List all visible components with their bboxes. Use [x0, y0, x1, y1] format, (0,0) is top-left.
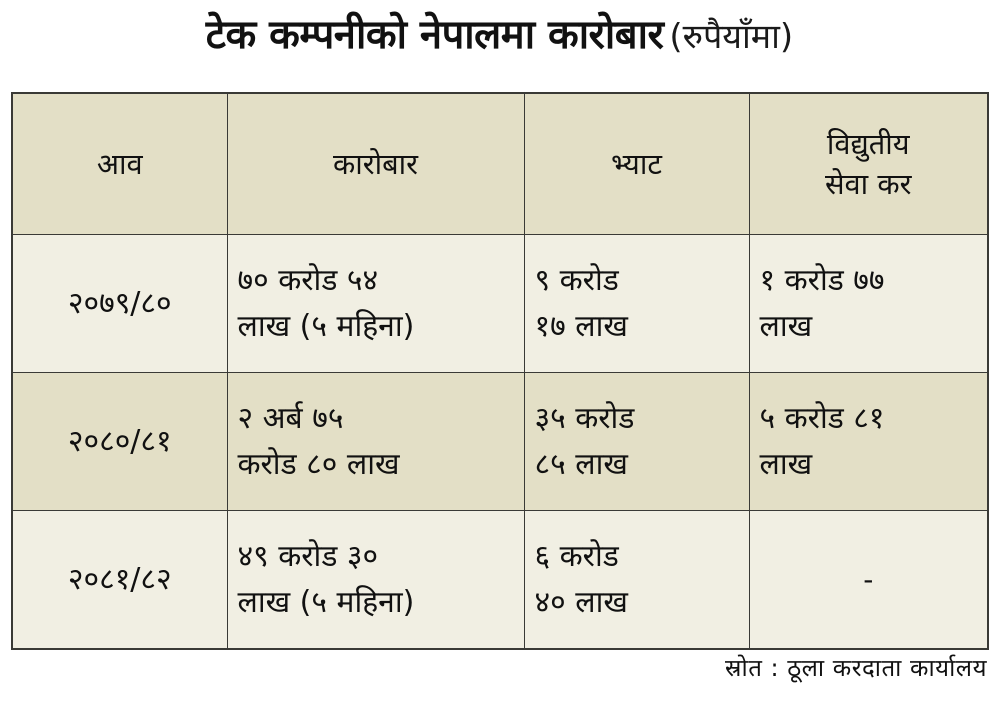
column-header-vat: भ्याट	[523, 92, 750, 235]
tech-company-transaction-table: आव कारोबार भ्याट विद्युतीय सेवा कर २०७९/…	[11, 92, 989, 650]
cell-fiscal-year: २०८१/८२	[11, 510, 228, 650]
table-container: आव कारोबार भ्याट विद्युतीय सेवा कर २०७९/…	[11, 92, 989, 650]
cell-turnover-line-2: करोड ८० लाख	[237, 446, 400, 482]
cell-vat-line-1: ३५ करोड	[534, 400, 635, 436]
cell-vat-line-2: ४० लाख	[534, 584, 628, 620]
page-title: टेक कम्पनीको नेपालमा कारोबार (रुपैयाँमा)	[0, 8, 999, 64]
cell-turnover-line-1: ४९ करोड ३०	[237, 538, 379, 574]
cell-electronic-service-tax-line-2: लाख	[759, 446, 813, 482]
cell-vat: ३५ करोड ८५ लाख	[523, 372, 750, 511]
cell-electronic-service-tax: १ करोड ७७ लाख	[748, 234, 989, 373]
column-header-electronic-service-tax-line-1: विद्युतीय	[826, 127, 910, 161]
cell-vat-line-1: ९ करोड	[534, 262, 619, 298]
page-title-unit: (रुपैयाँमा)	[669, 17, 794, 57]
cell-vat: ६ करोड ४० लाख	[523, 510, 750, 650]
column-header-electronic-service-tax: विद्युतीय सेवा कर	[748, 92, 989, 235]
column-header-turnover: कारोबार	[226, 92, 525, 235]
table-header-row: आव कारोबार भ्याट विद्युतीय सेवा कर	[11, 92, 989, 235]
cell-electronic-service-tax-line-1: १ करोड ७७	[759, 262, 885, 298]
cell-electronic-service-tax: ५ करोड ८१ लाख	[748, 372, 989, 511]
cell-turnover-line-2: लाख (५ महिना)	[237, 584, 415, 620]
cell-vat: ९ करोड १७ लाख	[523, 234, 750, 373]
cell-fiscal-year: २०८०/८१	[11, 372, 228, 511]
cell-turnover: २ अर्ब ७५ करोड ८० लाख	[226, 372, 525, 511]
cell-vat-line-2: ८५ लाख	[534, 446, 628, 482]
table-head: आव कारोबार भ्याट विद्युतीय सेवा कर	[11, 92, 989, 235]
table-body: २०७९/८० ७० करोड ५४ लाख (५ महिना) ९ करोड …	[11, 234, 989, 650]
cell-turnover-line-2: लाख (५ महिना)	[237, 308, 415, 344]
cell-electronic-service-tax-line-1: ५ करोड ८१	[759, 400, 885, 436]
column-header-electronic-service-tax-line-2: सेवा कर	[824, 167, 912, 201]
table-row: २०८१/८२ ४९ करोड ३० लाख (५ महिना) ६ करोड …	[11, 510, 989, 650]
cell-vat-line-2: १७ लाख	[534, 308, 628, 344]
cell-turnover: ७० करोड ५४ लाख (५ महिना)	[226, 234, 525, 373]
cell-fiscal-year: २०७९/८०	[11, 234, 228, 373]
cell-electronic-service-tax: -	[748, 510, 989, 650]
cell-turnover-line-1: ७० करोड ५४	[237, 262, 379, 298]
source-note: स्रोत : ठूला करदाता कार्यालय	[725, 654, 987, 682]
column-header-fiscal-year: आव	[11, 92, 228, 235]
cell-electronic-service-tax-line-2: लाख	[759, 308, 813, 344]
cell-turnover: ४९ करोड ३० लाख (५ महिना)	[226, 510, 525, 650]
table-row: २०८०/८१ २ अर्ब ७५ करोड ८० लाख ३५ करोड ८५…	[11, 372, 989, 511]
cell-vat-line-1: ६ करोड	[534, 538, 619, 574]
table-row: २०७९/८० ७० करोड ५४ लाख (५ महिना) ९ करोड …	[11, 234, 989, 373]
cell-turnover-line-1: २ अर्ब ७५	[237, 400, 344, 436]
page-title-main: टेक कम्पनीको नेपालमा कारोबार	[205, 12, 664, 58]
